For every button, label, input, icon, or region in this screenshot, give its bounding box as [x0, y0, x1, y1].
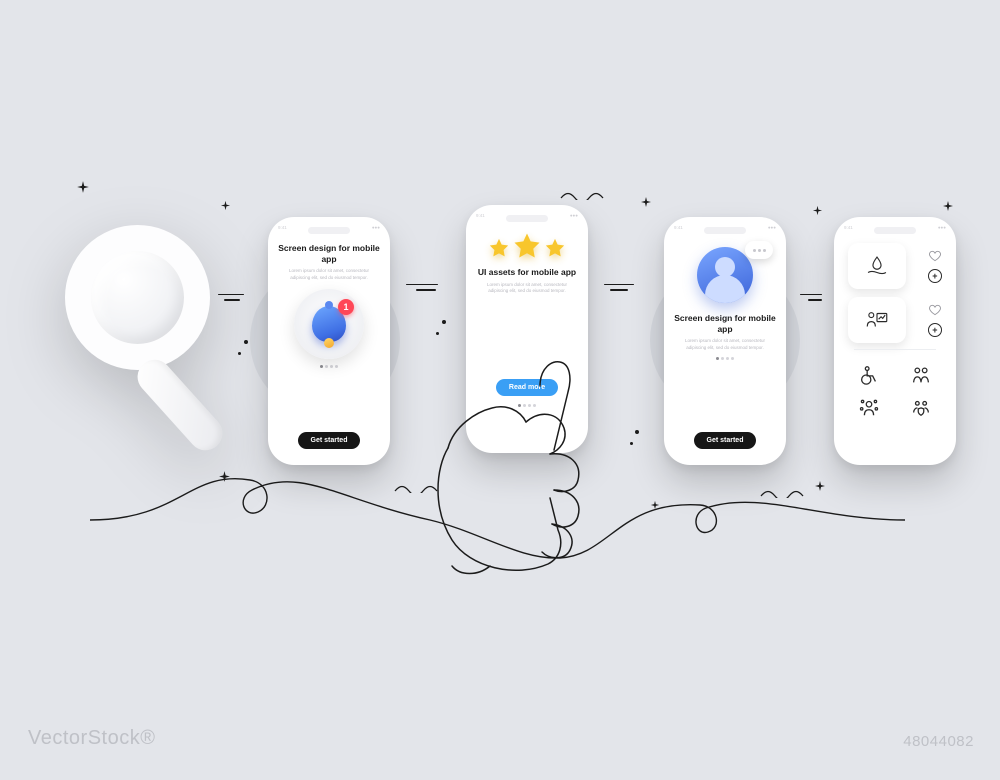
dot-decor [630, 442, 633, 445]
wave-decor [760, 490, 814, 498]
stars-illustration [488, 233, 566, 261]
team-protect-icon [910, 396, 932, 418]
status-time: 9:41 [476, 213, 485, 218]
icon-grid [848, 364, 942, 418]
sparkle-icon [942, 200, 954, 212]
dash-decor [218, 290, 244, 305]
icon-card-column: + + [844, 243, 946, 343]
dot-decor [442, 320, 446, 324]
phone-notification: 9:41 ●●● Screen design for mobile app Lo… [268, 217, 390, 465]
icon-card[interactable] [848, 297, 906, 343]
sparkle-icon [812, 205, 823, 216]
phone-title: Screen design for mobile app [278, 243, 380, 264]
dot-decor [635, 430, 639, 434]
phone-notch [506, 215, 548, 222]
watermark: VectorStock® [28, 727, 155, 750]
dot-decor [244, 340, 248, 344]
divider [854, 349, 936, 350]
status-battery: ●●● [372, 225, 380, 230]
dot-decor [238, 352, 241, 355]
star-icon [544, 237, 566, 259]
dash-decor [800, 290, 822, 305]
grid-icon[interactable] [901, 396, 942, 418]
stage: 9:41 ●●● Screen design for mobile app Lo… [0, 0, 1000, 780]
status-time: 9:41 [674, 225, 683, 230]
phone-title: Screen design for mobile app [674, 313, 776, 334]
status-battery: ●●● [768, 225, 776, 230]
dot-decor [436, 332, 439, 335]
star-icon [488, 237, 510, 259]
sparkle-icon [220, 200, 231, 211]
spread-virus-icon [858, 396, 880, 418]
phone-lorem: Lorem ipsum dolor sit amet, consectetur … [282, 268, 376, 281]
icon-card[interactable] [848, 243, 906, 289]
hand-water-icon [864, 253, 890, 279]
avatar-icon [697, 247, 753, 303]
sparkle-icon [218, 470, 231, 483]
couple-icon [910, 364, 932, 386]
wave-decor [560, 192, 614, 200]
bell-illustration: 1 [294, 289, 364, 359]
star-icon [512, 231, 542, 261]
phone-lorem: Lorem ipsum dolor sit amet, consectetur … [678, 338, 772, 351]
phone-icon-grid: 9:41 ●●● + + [834, 217, 956, 465]
heart-icon[interactable] [928, 303, 942, 317]
sparkle-icon [814, 480, 826, 492]
wave-decor [394, 485, 448, 493]
hand-holding-phone-icon [430, 330, 660, 580]
presentation-icon [864, 307, 890, 333]
page-dots [716, 357, 734, 360]
phone-profile: 9:41 ●●● Screen design for mobile app Lo… [664, 217, 786, 465]
add-button[interactable]: + [928, 269, 942, 283]
phone-lorem: Lorem ipsum dolor sit amet, consectetur … [480, 282, 574, 295]
status-battery: ●●● [570, 213, 578, 218]
sparkle-icon [650, 500, 660, 510]
grid-icon[interactable] [848, 364, 889, 386]
add-button[interactable]: + [928, 323, 942, 337]
wheelchair-icon [858, 364, 880, 386]
status-time: 9:41 [844, 225, 853, 230]
phone-notch [874, 227, 916, 234]
get-started-button[interactable]: Get started [298, 432, 361, 449]
dash-decor [406, 280, 438, 295]
page-dots [320, 365, 338, 368]
dash-decor [604, 280, 634, 295]
phone-title: UI assets for mobile app [478, 267, 576, 278]
avatar-illustration [697, 247, 753, 303]
status-time: 9:41 [278, 225, 287, 230]
typing-bubble-icon [745, 241, 773, 259]
sparkle-icon [76, 180, 90, 194]
image-id: 48044082 [903, 733, 974, 750]
get-started-button[interactable]: Get started [694, 432, 757, 449]
status-battery: ●●● [938, 225, 946, 230]
phone-notch [308, 227, 350, 234]
magnifier-3d-icon [55, 225, 235, 485]
notification-badge: 1 [338, 299, 354, 315]
sparkle-icon [640, 196, 652, 208]
grid-icon[interactable] [901, 364, 942, 386]
grid-icon[interactable] [848, 396, 889, 418]
phone-notch [704, 227, 746, 234]
heart-icon[interactable] [928, 249, 942, 263]
